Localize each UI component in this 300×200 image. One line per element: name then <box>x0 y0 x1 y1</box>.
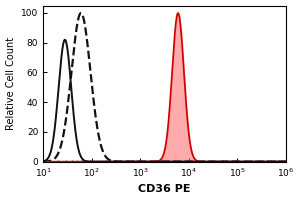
Y-axis label: Relative Cell Count: Relative Cell Count <box>6 37 16 130</box>
X-axis label: CD36 PE: CD36 PE <box>138 184 191 194</box>
